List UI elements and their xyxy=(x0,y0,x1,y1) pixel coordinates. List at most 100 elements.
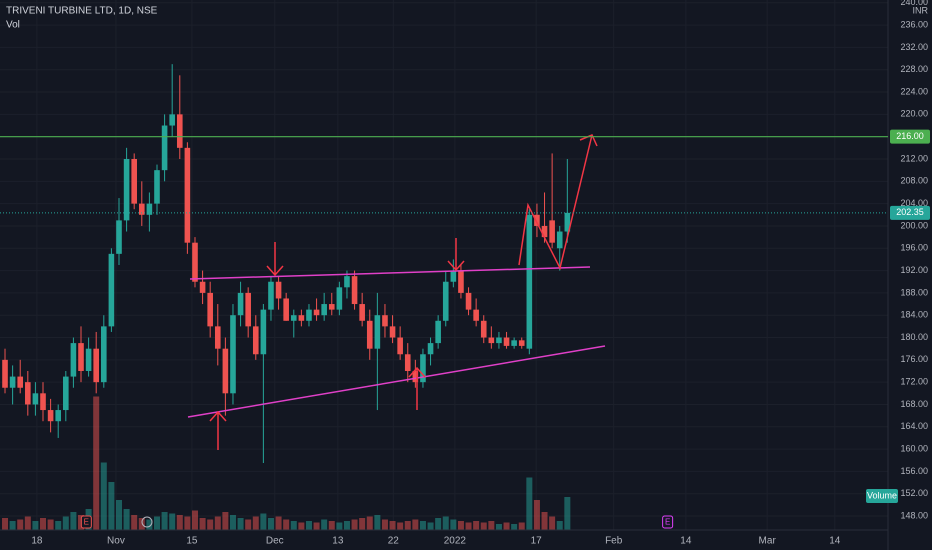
volume-bar xyxy=(473,521,480,530)
candle-body xyxy=(458,270,464,293)
y-tick-label: 240.00 xyxy=(900,0,928,7)
candle-body xyxy=(549,220,555,243)
volume-bar xyxy=(237,518,244,530)
candle-body xyxy=(63,376,69,411)
volume-bar xyxy=(549,516,556,530)
candle-body xyxy=(2,359,8,388)
candle-body xyxy=(290,315,297,321)
volume-bar xyxy=(533,500,540,530)
candle-body xyxy=(526,214,533,349)
volume-bar xyxy=(480,522,487,530)
y-tick-label: 200.00 xyxy=(900,220,928,230)
volume-bar xyxy=(488,521,495,530)
y-tick-label: 160.00 xyxy=(900,443,928,453)
candle-body xyxy=(328,304,335,310)
y-tick-label: 196.00 xyxy=(900,243,928,253)
volume-bar xyxy=(47,519,54,530)
arrow xyxy=(518,134,598,271)
candle-body xyxy=(556,231,563,249)
volume-bar xyxy=(2,518,9,530)
price-axis xyxy=(888,0,932,550)
candle-body xyxy=(503,337,510,346)
candle-body xyxy=(222,348,229,394)
candle-body xyxy=(17,376,24,388)
volume-bar xyxy=(313,522,320,530)
candle-body xyxy=(511,340,517,346)
y-tick-label: 172.00 xyxy=(900,377,928,387)
candle-body xyxy=(306,309,312,321)
volume-bar xyxy=(435,518,442,530)
trendline xyxy=(187,345,606,418)
volume-bar xyxy=(283,519,290,530)
y-tick-label: 168.00 xyxy=(900,399,928,409)
candle-body xyxy=(199,281,206,293)
volume-tag-bg xyxy=(866,489,898,503)
volume-bar xyxy=(184,516,191,530)
event-label: E xyxy=(84,518,89,527)
x-tick-label: Feb xyxy=(605,536,623,547)
candle-body xyxy=(230,315,236,394)
volume-bar xyxy=(245,519,252,530)
candle-body xyxy=(70,343,77,377)
x-tick-label: 14 xyxy=(829,536,841,547)
candle-body xyxy=(32,393,39,405)
candle-body xyxy=(101,326,107,383)
y-tick-label: 224.00 xyxy=(900,86,928,96)
volume-bar xyxy=(199,518,206,530)
x-tick-label: 14 xyxy=(680,536,692,547)
x-tick-label: 22 xyxy=(388,536,400,547)
x-tick-label: 18 xyxy=(31,536,43,547)
candle-body xyxy=(366,320,373,349)
volume-bar xyxy=(518,522,525,530)
volume-tag: Volume xyxy=(867,490,897,500)
candle-body xyxy=(131,159,137,204)
candle-body xyxy=(9,376,16,388)
candle-body xyxy=(359,304,365,321)
candle-body xyxy=(161,125,168,171)
y-tick-label: 188.00 xyxy=(900,287,928,297)
candle-body xyxy=(108,253,115,327)
volume-pane xyxy=(2,396,571,530)
candle-body xyxy=(518,340,525,346)
candle-body xyxy=(397,337,403,355)
candle-body xyxy=(473,309,479,321)
candle-body xyxy=(192,242,198,282)
arrow xyxy=(266,242,284,277)
event-marker xyxy=(662,515,674,529)
price-tag-bg xyxy=(890,205,930,220)
y-tick-label: 208.00 xyxy=(900,176,928,186)
candle-body xyxy=(541,225,548,238)
volume-bar xyxy=(397,522,404,530)
candle-body xyxy=(427,343,434,355)
volume-bar xyxy=(214,516,221,530)
x-tick-label: 15 xyxy=(186,536,198,547)
volume-bar xyxy=(450,519,457,530)
volume-bar xyxy=(564,497,571,530)
dividend-marker xyxy=(141,516,153,528)
candle-body xyxy=(389,326,396,338)
candle-body xyxy=(404,354,411,371)
candles xyxy=(2,64,571,464)
candle-body xyxy=(298,315,305,321)
volume-bar xyxy=(305,521,312,530)
y-tick-label: 180.00 xyxy=(900,332,928,342)
x-tick-label: 2022 xyxy=(444,536,467,547)
volume-bar xyxy=(366,516,373,530)
y-tick-label: 212.00 xyxy=(900,153,928,163)
candle-body xyxy=(184,147,191,243)
candle-body xyxy=(123,159,130,221)
volume-bar xyxy=(556,521,563,530)
candle-body xyxy=(55,410,62,422)
candle-body xyxy=(252,326,259,355)
volume-bar xyxy=(343,521,350,530)
y-tick-label: 192.00 xyxy=(900,265,928,275)
candle-body xyxy=(138,203,145,215)
volume-bar xyxy=(70,512,77,530)
volume-bar xyxy=(442,516,449,530)
candle-body xyxy=(344,276,350,288)
y-tick-label: 228.00 xyxy=(900,64,928,74)
event-marker xyxy=(80,515,92,529)
volume-bar xyxy=(207,519,214,530)
volume-bar xyxy=(336,522,343,530)
candle-body xyxy=(382,315,388,327)
